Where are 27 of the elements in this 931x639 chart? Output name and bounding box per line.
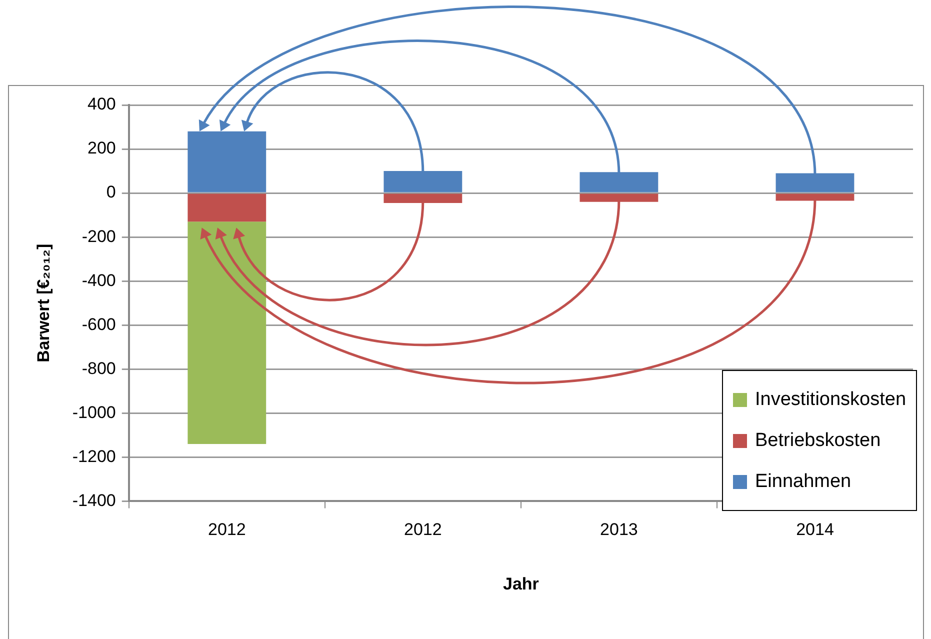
bar [384,194,462,203]
y-tick-label: -800 [82,358,116,378]
y-tick-label: -1200 [72,446,116,466]
legend-label: Einnahmen [755,470,852,493]
y-axis-title: Barwert [€₂₀₁₂] [34,244,53,362]
y-tick-label: 200 [88,138,116,158]
bar [188,194,266,222]
x-tick-label: 2013 [600,520,638,540]
y-tick-label: 0 [106,182,116,202]
y-tick-label: -200 [82,226,116,246]
legend-label: Investitionskosten [755,388,906,411]
bar [776,194,854,201]
bar [580,172,658,192]
y-tick-label: 400 [88,94,116,114]
y-tick-label: -600 [82,314,116,334]
bar [384,171,462,192]
bar [776,173,854,192]
bar [580,194,658,202]
x-axis-title: Jahr [502,574,540,594]
y-tick-label: -400 [82,270,116,290]
x-tick-label: 2014 [796,520,834,540]
legend-label: Betriebskosten [755,430,881,452]
y-tick-label: -1000 [72,402,116,422]
y-tick-label: -1400 [72,490,116,510]
bar [188,222,266,444]
x-tick-label: 2012 [404,520,442,540]
x-tick-label: 2012 [208,520,246,540]
